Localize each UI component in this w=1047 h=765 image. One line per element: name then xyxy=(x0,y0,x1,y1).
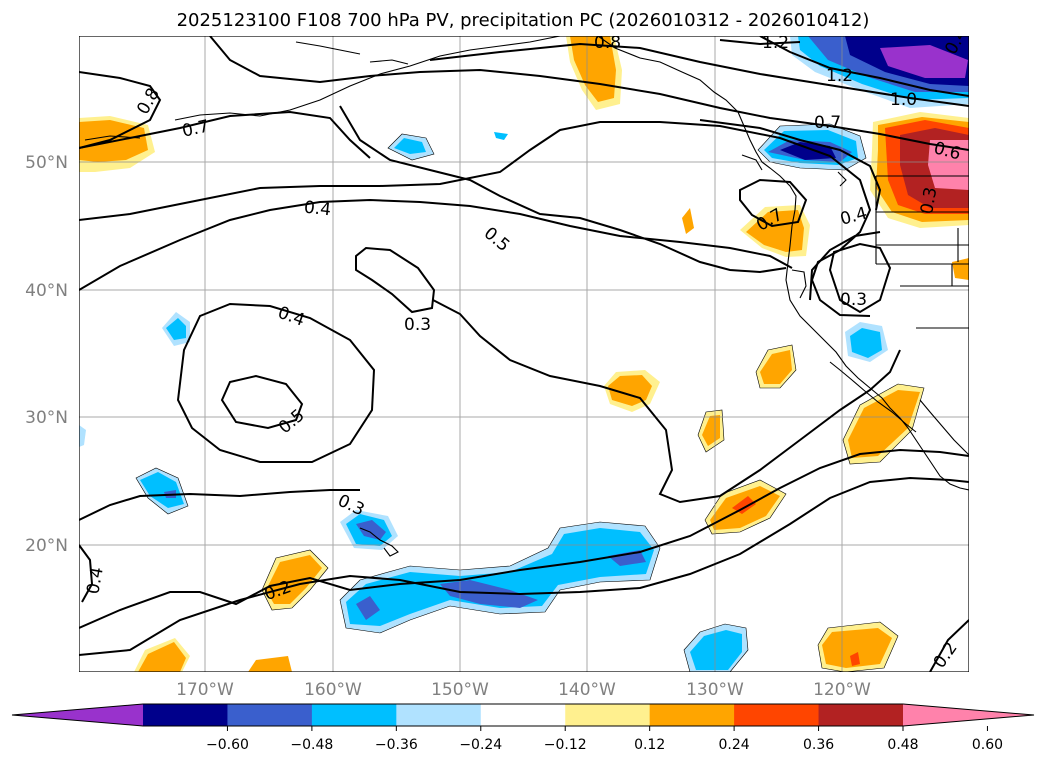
colorbar-arrow-high xyxy=(903,704,1034,726)
shade-edge-negative xyxy=(79,425,86,447)
contour-0p4-loop xyxy=(176,302,376,463)
colorbar-segment xyxy=(565,704,651,726)
colorbar-segment xyxy=(818,704,904,726)
contour-0p2-lower xyxy=(79,476,969,656)
colorbar-segment xyxy=(396,704,482,726)
lon-label-150w: 150°W xyxy=(431,680,489,700)
lon-label-140w: 140°W xyxy=(558,680,616,700)
contour-label: 0.3 xyxy=(840,290,867,310)
contour-0p7-north xyxy=(209,36,969,151)
lon-label-120w: 120°W xyxy=(813,680,871,700)
shade-nw-positive-extreme xyxy=(928,140,969,190)
colorbar: −0.60 −0.48 −0.36 −0.24 −0.12 0.12 0.24 0.36 0.4… xyxy=(11,703,1035,753)
graticule xyxy=(79,36,969,672)
map-panel: 1.2 1.2 1.0 0.8 0.7 0.7 0.7 0.6 0.3 0.4 … xyxy=(79,33,969,672)
contour-0p2-band xyxy=(79,448,969,629)
contour-label: 0.7 xyxy=(814,113,841,133)
shade-small-negative-1-mid xyxy=(394,138,426,154)
longitude-labels: 170°W 160°W 150°W 140°W 130°W 120°W xyxy=(176,680,871,700)
latitude-labels: 50°N 40°N 30°N 20°N xyxy=(25,153,68,556)
lon-label-170w: 170°W xyxy=(176,680,234,700)
shade-tropical-negative-strong xyxy=(356,550,646,620)
shade-west-negative-2-mid xyxy=(140,472,184,508)
colorbar-tick-label: −0.36 xyxy=(375,737,418,753)
contour-0p7-coast xyxy=(739,178,808,228)
colorbar-segment xyxy=(480,704,566,726)
colorbar-tick-label: 0.48 xyxy=(887,737,918,753)
shade-sub-positive-5-strong xyxy=(732,496,756,514)
contour-0p3-east xyxy=(809,231,881,301)
lat-label-30n: 30°N xyxy=(25,408,68,428)
contour-label: 0.8 xyxy=(594,33,621,53)
contour-label: 0.3 xyxy=(917,186,941,216)
colorbar-arrow-low xyxy=(12,704,143,726)
contour-label: 1.2 xyxy=(762,33,789,53)
colorbar-segment xyxy=(311,704,397,726)
colorbar-tick-label: −0.12 xyxy=(544,737,587,753)
shade-coast-negative-mid xyxy=(850,328,882,358)
colorbar-segment xyxy=(734,704,820,726)
coastlines xyxy=(84,36,969,557)
contour-0p7-west xyxy=(79,110,371,159)
contour-1p0 xyxy=(429,42,969,107)
shading-outlines xyxy=(135,123,925,672)
contour-0p4-west xyxy=(79,544,94,603)
shade-sub-positive-9-mid xyxy=(822,628,892,668)
contour-label: 0.3 xyxy=(404,315,431,335)
contour-0p3-sw xyxy=(432,299,901,504)
lon-label-130w: 130°W xyxy=(686,680,744,700)
lat-label-50n: 50°N xyxy=(25,153,68,173)
shade-sub-positive-9-strong xyxy=(850,652,860,666)
shade-ne-negative-extreme xyxy=(880,45,968,78)
colorbar-tick-label: −0.48 xyxy=(290,737,333,753)
contour-label: 1.2 xyxy=(826,66,853,86)
figure-title: 2025123100 F108 700 hPa PV, precipitatio… xyxy=(177,10,870,31)
contour-0p3-south xyxy=(79,489,360,521)
shade-coast-positive-2 xyxy=(682,208,694,234)
shade-se-negative-mid xyxy=(690,630,742,670)
contour-label: 0.4 xyxy=(303,198,332,221)
colorbar-outline xyxy=(11,703,1035,727)
colorbar-tick-label: 0.12 xyxy=(634,737,665,753)
shade-small-negative-2 xyxy=(494,132,508,140)
shade-sub-positive-6-mid xyxy=(266,555,322,604)
contour-0p5-main xyxy=(79,198,793,291)
colorbar-segment xyxy=(227,704,313,726)
contour-0p8 xyxy=(79,71,162,149)
colorbar-segment xyxy=(143,704,228,726)
lat-label-20n: 20°N xyxy=(25,536,68,556)
lat-label-40n: 40°N xyxy=(25,281,68,301)
contour-0p3-long xyxy=(339,105,787,274)
contour-label: 1.0 xyxy=(890,90,917,110)
contour-0p3-loop xyxy=(355,246,436,314)
lon-label-160w: 160°W xyxy=(304,680,362,700)
colorbar-tick-label: 0.24 xyxy=(719,737,750,753)
contour-0p5-loop xyxy=(220,374,304,430)
shade-tropical-negative-mid xyxy=(346,528,654,626)
colorbar-tick-label: −0.24 xyxy=(459,737,502,753)
shade-sub-positive-2-mid xyxy=(760,350,792,384)
shade-west-negative-1-mid xyxy=(166,318,186,340)
contour-label: 0.4 xyxy=(83,566,107,596)
shade-sub-positive-7-mid xyxy=(138,642,186,672)
pv-contours xyxy=(79,36,969,672)
colorbar-segment xyxy=(649,704,735,726)
contour-0p6-east xyxy=(699,119,882,211)
colorbar-tick-label: −0.60 xyxy=(206,737,249,753)
contour-0p2-se xyxy=(929,619,969,672)
contour-0p4-ne-loop xyxy=(828,242,892,314)
contour-1p2-top xyxy=(759,36,969,97)
shade-sub-positive-4-mid xyxy=(848,390,920,458)
contour-1p2-upper xyxy=(719,39,801,46)
shade-hawaii-negative-strong xyxy=(356,520,386,540)
colorbar-tick-label: 0.60 xyxy=(972,737,1003,753)
shade-sub-positive-8 xyxy=(248,656,292,672)
colorbar-tick-label: 0.36 xyxy=(803,737,834,753)
